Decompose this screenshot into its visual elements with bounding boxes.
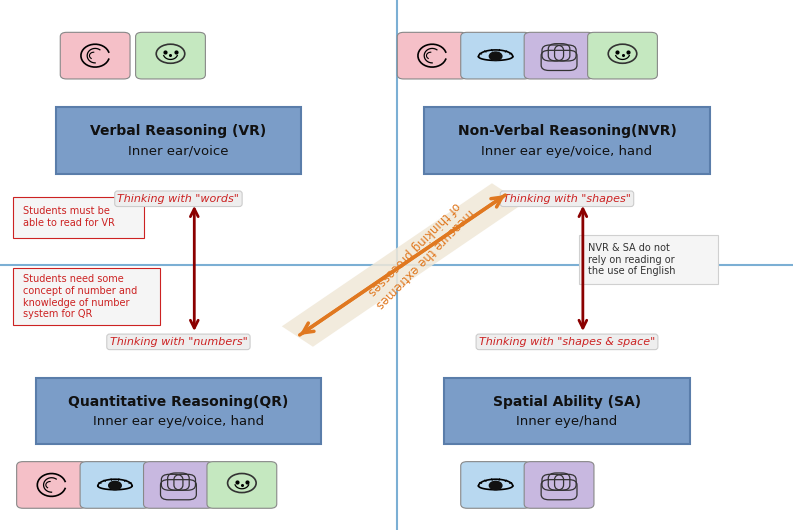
Text: Verbal Reasoning (VR): Verbal Reasoning (VR) <box>90 125 266 138</box>
Text: Inner ear/voice: Inner ear/voice <box>128 145 228 158</box>
FancyBboxPatch shape <box>444 377 690 444</box>
FancyBboxPatch shape <box>207 462 277 508</box>
Text: Inner ear eye/voice, hand: Inner ear eye/voice, hand <box>481 145 653 158</box>
Text: Students must be
able to read for VR: Students must be able to read for VR <box>23 207 115 228</box>
FancyBboxPatch shape <box>579 235 718 284</box>
FancyBboxPatch shape <box>136 32 205 79</box>
FancyBboxPatch shape <box>588 32 657 79</box>
Text: Students need some
concept of number and
knowledge of number
system for QR: Students need some concept of number and… <box>23 275 137 319</box>
FancyBboxPatch shape <box>60 32 130 79</box>
Text: Inner eye/hand: Inner eye/hand <box>516 415 618 428</box>
FancyBboxPatch shape <box>461 462 531 508</box>
FancyBboxPatch shape <box>461 32 531 79</box>
FancyBboxPatch shape <box>397 32 467 79</box>
Text: measure the extremes
of thinking processes: measure the extremes of thinking process… <box>362 196 476 311</box>
FancyBboxPatch shape <box>424 107 710 174</box>
Text: Thinking with "shapes": Thinking with "shapes" <box>503 194 631 204</box>
Text: Quantitative Reasoning(QR): Quantitative Reasoning(QR) <box>68 395 289 409</box>
Text: Thinking with "shapes & space": Thinking with "shapes & space" <box>479 337 655 347</box>
Text: Inner ear eye/voice, hand: Inner ear eye/voice, hand <box>93 415 264 428</box>
Circle shape <box>489 481 502 490</box>
Text: Thinking with "numbers": Thinking with "numbers" <box>109 337 247 347</box>
Text: NVR & SA do not
rely on reading or
the use of English: NVR & SA do not rely on reading or the u… <box>588 243 676 276</box>
FancyBboxPatch shape <box>36 377 321 444</box>
Circle shape <box>109 481 121 490</box>
Polygon shape <box>282 183 523 347</box>
Text: Thinking with "words": Thinking with "words" <box>117 194 239 204</box>
FancyBboxPatch shape <box>144 462 213 508</box>
FancyBboxPatch shape <box>17 462 86 508</box>
FancyBboxPatch shape <box>13 197 144 238</box>
Text: Non-Verbal Reasoning(NVR): Non-Verbal Reasoning(NVR) <box>458 125 676 138</box>
FancyBboxPatch shape <box>56 107 301 174</box>
FancyBboxPatch shape <box>13 268 160 325</box>
Circle shape <box>489 52 502 60</box>
FancyBboxPatch shape <box>80 462 150 508</box>
FancyBboxPatch shape <box>524 32 594 79</box>
Text: Spatial Ability (SA): Spatial Ability (SA) <box>493 395 641 409</box>
FancyBboxPatch shape <box>524 462 594 508</box>
